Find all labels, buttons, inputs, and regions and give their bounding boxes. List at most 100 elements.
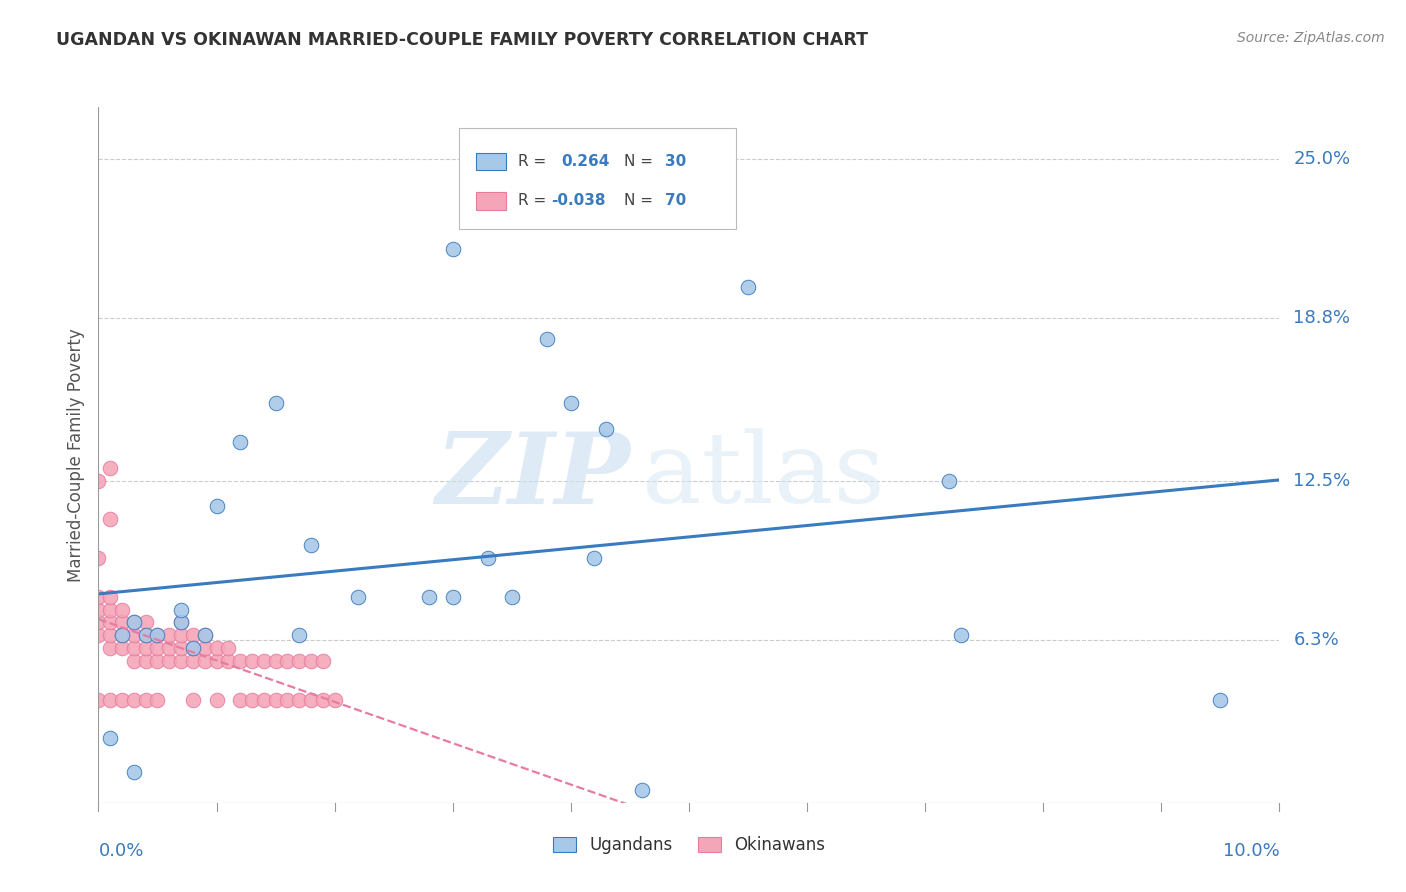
Point (264, 692, 287, 706)
Point (560, 396, 582, 410)
Point (1209, 692, 1232, 706)
Point (122, 628, 145, 642)
Point (98, 590, 121, 604)
Point (181, 628, 204, 642)
Point (181, 692, 204, 706)
Point (157, 628, 180, 642)
Point (87, 551, 110, 566)
Point (194, 628, 217, 642)
Point (938, 474, 960, 488)
Point (170, 641, 193, 656)
Point (170, 628, 193, 642)
Point (264, 396, 287, 410)
Text: R =: R = (517, 153, 551, 169)
Point (157, 641, 180, 656)
Point (98, 512, 121, 526)
Point (181, 641, 204, 656)
Point (170, 615, 193, 630)
Point (135, 641, 157, 656)
Text: 18.8%: 18.8% (1294, 310, 1350, 327)
Point (288, 628, 311, 642)
Point (501, 590, 523, 604)
FancyBboxPatch shape (477, 153, 506, 170)
Point (583, 551, 606, 566)
FancyBboxPatch shape (458, 128, 737, 229)
Point (595, 422, 617, 436)
Point (229, 435, 252, 450)
Point (288, 692, 311, 706)
Point (299, 692, 322, 706)
Point (135, 654, 157, 668)
Point (135, 628, 157, 642)
Point (135, 615, 157, 630)
Point (264, 654, 287, 668)
Point (98, 615, 121, 630)
Text: 12.5%: 12.5% (1294, 472, 1351, 490)
Point (312, 692, 335, 706)
Text: N =: N = (624, 194, 658, 209)
Point (122, 615, 145, 630)
Text: 30: 30 (665, 153, 686, 169)
Point (949, 628, 972, 642)
Point (122, 615, 145, 630)
Point (418, 590, 440, 604)
Point (205, 500, 228, 514)
Point (122, 692, 145, 706)
Point (122, 641, 145, 656)
Text: 6.3%: 6.3% (1294, 632, 1339, 649)
Point (98, 628, 121, 642)
Point (194, 654, 217, 668)
Point (146, 628, 169, 642)
Point (87, 615, 110, 630)
FancyBboxPatch shape (477, 193, 506, 210)
Point (276, 654, 298, 668)
Point (253, 692, 276, 706)
Point (240, 692, 263, 706)
Point (229, 692, 252, 706)
Text: Source: ZipAtlas.com: Source: ZipAtlas.com (1237, 31, 1385, 45)
Point (87, 590, 110, 604)
Text: N =: N = (624, 153, 658, 169)
Text: UGANDAN VS OKINAWAN MARRIED-COUPLE FAMILY POVERTY CORRELATION CHART: UGANDAN VS OKINAWAN MARRIED-COUPLE FAMIL… (56, 31, 869, 49)
Point (157, 654, 180, 668)
Text: 70: 70 (665, 194, 686, 209)
Point (205, 654, 228, 668)
Point (205, 692, 228, 706)
Point (170, 615, 193, 630)
Point (98, 641, 121, 656)
Point (98, 602, 121, 616)
Point (253, 654, 276, 668)
Point (111, 602, 134, 616)
Point (111, 628, 134, 642)
Point (229, 654, 252, 668)
Point (87, 628, 110, 642)
Point (288, 654, 311, 668)
Point (98, 692, 121, 706)
Point (194, 628, 217, 642)
Point (122, 764, 145, 779)
Point (630, 783, 652, 797)
Text: -0.038: -0.038 (551, 194, 605, 209)
Point (146, 641, 169, 656)
Point (146, 692, 169, 706)
Point (111, 692, 134, 706)
Y-axis label: Married-Couple Family Poverty: Married-Couple Family Poverty (66, 328, 84, 582)
Point (441, 590, 464, 604)
Point (205, 641, 228, 656)
Point (146, 628, 169, 642)
Point (98, 460, 121, 475)
Point (441, 242, 464, 256)
Point (737, 280, 759, 294)
Text: 10.0%: 10.0% (1223, 842, 1279, 860)
Point (135, 692, 157, 706)
Point (170, 602, 193, 616)
Point (122, 654, 145, 668)
Point (111, 615, 134, 630)
Point (111, 628, 134, 642)
Point (217, 654, 239, 668)
Text: ZIP: ZIP (434, 427, 630, 524)
Point (240, 654, 263, 668)
Point (181, 641, 204, 656)
Point (87, 602, 110, 616)
Point (323, 692, 346, 706)
